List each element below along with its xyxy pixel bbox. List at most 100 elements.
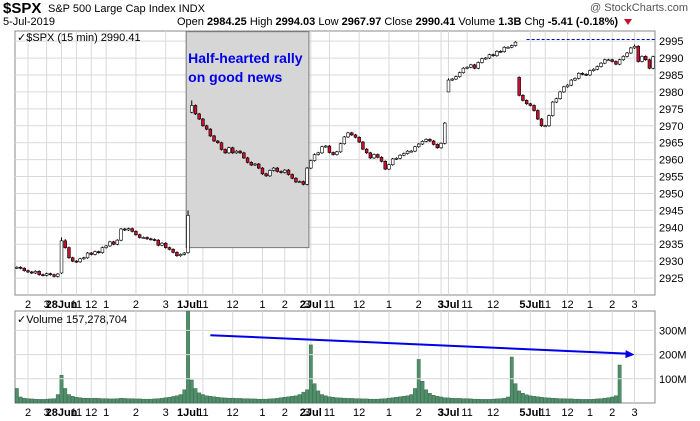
candle-body	[331, 152, 335, 155]
candle-body	[279, 171, 283, 173]
volume-bar	[241, 398, 246, 404]
volume-bar	[357, 398, 362, 404]
volume-bar	[405, 395, 410, 404]
volume-x-tick-label: 12	[227, 407, 239, 419]
volume-x-tick-label: 11	[197, 407, 208, 419]
volume-bar	[108, 398, 112, 404]
volume-bar	[472, 398, 477, 404]
volume-bar	[167, 396, 172, 404]
candle-body	[260, 167, 265, 175]
quote-summary: Open 2984.25 High 2994.03 Low 2967.97 Cl…	[177, 16, 633, 28]
candle-body	[643, 56, 648, 61]
candle-body	[580, 73, 585, 75]
candle-body	[301, 181, 306, 185]
candle-body	[327, 145, 332, 153]
price-x-tick-label: 12	[487, 299, 499, 311]
candle-body	[528, 103, 533, 106]
candle-body	[431, 140, 436, 145]
candle-body	[253, 163, 257, 166]
volume-bar	[260, 398, 265, 404]
volume-bar	[178, 394, 183, 404]
volume-bar	[361, 398, 365, 404]
volume-bar	[547, 397, 551, 404]
candle-body	[547, 115, 551, 127]
volume-x-tick-label: 2	[416, 407, 422, 419]
price-x-tick-label: 12	[85, 299, 97, 311]
volume-bar	[584, 399, 589, 404]
price-x-tick-label: 3	[44, 299, 50, 311]
candle-body	[204, 125, 209, 130]
volume-bar	[517, 390, 522, 404]
volume-bar	[119, 397, 123, 404]
price-y-tick-label: 2985	[659, 70, 683, 82]
price-x-tick-label: 2	[25, 299, 31, 311]
volume-bar	[115, 398, 120, 404]
price-y-tick-label: 2945	[659, 205, 683, 217]
volume-x-tick-label: 3	[163, 407, 169, 419]
candle-body	[22, 267, 27, 271]
price-x-tick-label: 11	[540, 299, 551, 311]
low-label: Low	[318, 16, 339, 28]
price-panel: 2925 2930 2935 2940 2945 2950 2955 2960 2965 2970…	[14, 30, 683, 311]
candle-body	[230, 147, 235, 154]
volume-x-tick-label: 2	[282, 407, 288, 419]
candle-body	[558, 91, 562, 99]
candle-body	[480, 58, 484, 63]
price-y-tick-label: 2950	[659, 188, 683, 200]
volume-bar	[89, 398, 94, 404]
volume-bar	[331, 396, 336, 404]
candle-body	[320, 146, 324, 154]
candle-body	[524, 100, 529, 105]
volume-bar	[461, 398, 466, 404]
candle-body	[550, 101, 555, 116]
candle-body	[242, 152, 246, 159]
price-x-tick-label: 1Jul	[177, 299, 199, 311]
volume-bar	[171, 396, 176, 404]
volume-bar	[312, 383, 317, 404]
volume-bar	[349, 398, 354, 404]
price-y-tick-label: 2970	[659, 121, 683, 133]
candle-body	[398, 154, 402, 159]
volume-x-tick-label: 1Jul	[177, 407, 199, 419]
candle-body	[33, 271, 38, 274]
candle-body	[539, 118, 544, 127]
volume-bar	[85, 397, 90, 404]
candle-body	[554, 98, 559, 103]
candle-body	[417, 143, 421, 148]
volume-bar	[424, 389, 429, 404]
candle-body	[82, 257, 86, 260]
volume-bar	[576, 398, 581, 404]
candle-body	[97, 251, 101, 253]
volume-x-tick-label: 2	[133, 407, 139, 419]
candle-body	[316, 152, 320, 155]
volume-bar	[18, 396, 23, 404]
volume-bar	[294, 395, 298, 404]
candle-body	[257, 163, 261, 169]
volume-bar	[52, 398, 56, 404]
candle-body	[457, 72, 462, 77]
candle-body	[156, 239, 160, 246]
volume-bar	[457, 398, 462, 404]
volume-x-tick-label: 1	[103, 407, 109, 419]
price-y-tick-label: 2930	[659, 256, 683, 268]
candle-body	[495, 51, 499, 57]
volume-x-tick-label: 11	[71, 407, 82, 419]
candle-body	[476, 62, 480, 69]
volume-bar	[14, 388, 19, 404]
candle-body	[506, 46, 510, 49]
candle-body	[402, 153, 406, 156]
volume-bar	[368, 398, 373, 404]
volume-bar	[193, 388, 198, 404]
candle-body	[573, 78, 577, 81]
volume-x-tick-label: 2	[25, 407, 31, 419]
volume-bar	[334, 397, 339, 404]
volume-bar	[104, 398, 109, 404]
candle-body	[454, 76, 458, 80]
price-x-tick-label: 1	[259, 299, 265, 311]
volume-bar	[454, 398, 458, 404]
candle-body	[420, 141, 425, 145]
candle-body	[632, 45, 637, 49]
volume-bar	[26, 398, 30, 404]
volume-bar	[29, 398, 34, 404]
